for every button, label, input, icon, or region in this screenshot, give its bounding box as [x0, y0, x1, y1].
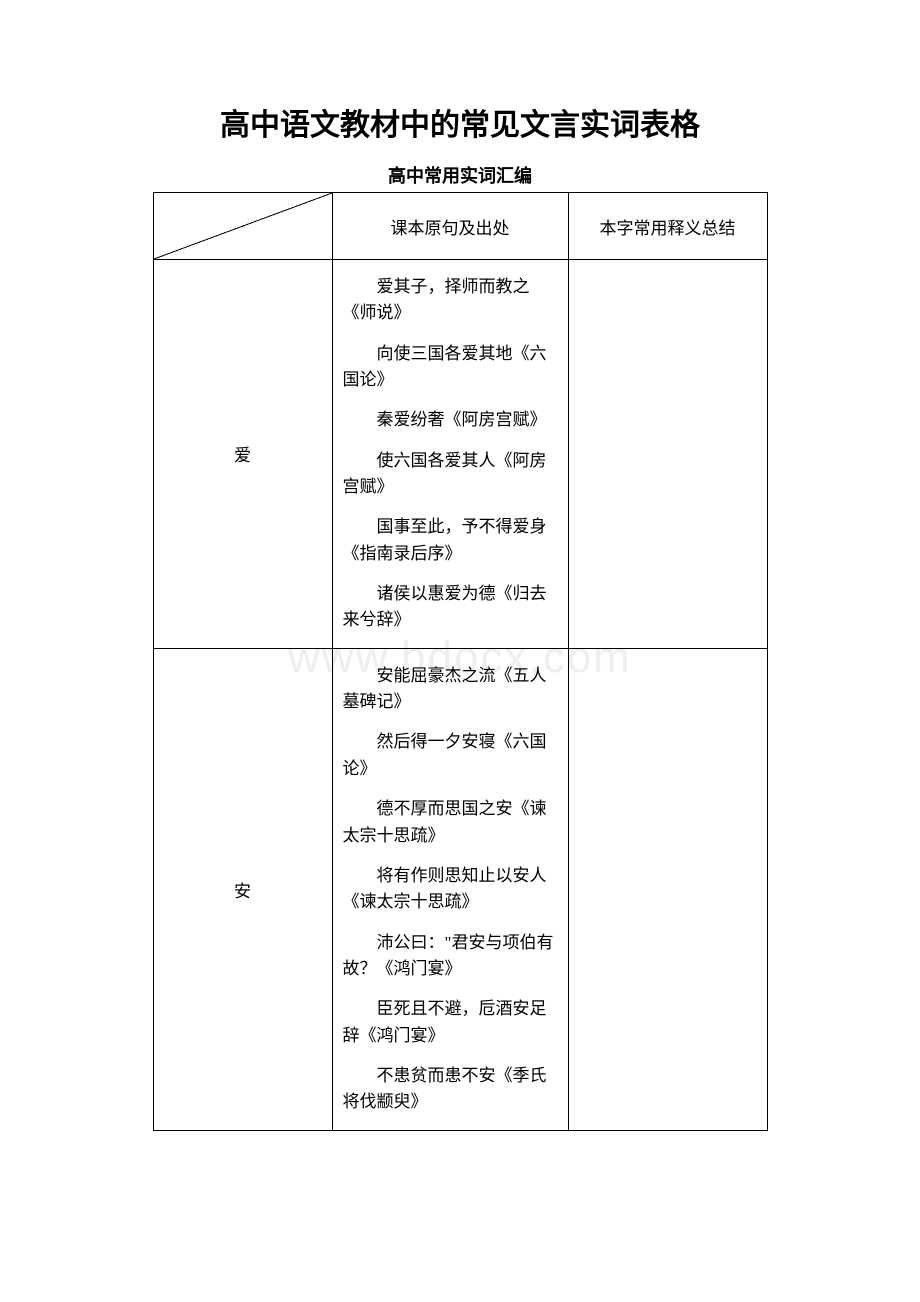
- examples-block: 爱其子，择师而教之《师说》 向使三国各爱其地《六国论》 秦爱纷奢《阿房宫赋》 使…: [333, 260, 568, 648]
- example-item: 国事至此，予不得爱身《指南录后序》: [343, 514, 558, 567]
- example-item: 然后得一夕安寝《六国论》: [343, 729, 558, 782]
- summary-cell: [568, 648, 767, 1130]
- word-cell: 安: [153, 648, 332, 1130]
- table-header-row: 课本原句及出处 本字常用释义总结: [153, 193, 767, 260]
- table-row: 安 安能屈豪杰之流《五人墓碑记》 然后得一夕安寝《六国论》 德不厚而思国之安《谏…: [153, 648, 767, 1130]
- examples-block: 安能屈豪杰之流《五人墓碑记》 然后得一夕安寝《六国论》 德不厚而思国之安《谏太宗…: [333, 649, 568, 1130]
- header-cell-diagonal: [153, 193, 332, 260]
- vocabulary-table: 课本原句及出处 本字常用释义总结 爱 爱其子，择师而教之《师说》 向使三国各爱其…: [153, 192, 768, 1131]
- page-subtitle: 高中常用实词汇编: [115, 162, 805, 188]
- example-item: 将有作则思知止以安人《谏太宗十思疏》: [343, 863, 558, 916]
- example-item: 秦爱纷奢《阿房宫赋》: [343, 407, 558, 433]
- examples-cell: 爱其子，择师而教之《师说》 向使三国各爱其地《六国论》 秦爱纷奢《阿房宫赋》 使…: [332, 260, 568, 649]
- example-item: 爱其子，择师而教之《师说》: [343, 274, 558, 327]
- example-item: 向使三国各爱其地《六国论》: [343, 341, 558, 394]
- header-cell-examples: 课本原句及出处: [332, 193, 568, 260]
- word-cell: 爱: [153, 260, 332, 649]
- page-title: 高中语文教材中的常见文言实词表格: [115, 100, 805, 144]
- diagonal-divider: [154, 193, 332, 259]
- header-cell-summary: 本字常用释义总结: [568, 193, 767, 260]
- table-row: 爱 爱其子，择师而教之《师说》 向使三国各爱其地《六国论》 秦爱纷奢《阿房宫赋》…: [153, 260, 767, 649]
- example-item: 安能屈豪杰之流《五人墓碑记》: [343, 663, 558, 716]
- examples-cell: 安能屈豪杰之流《五人墓碑记》 然后得一夕安寝《六国论》 德不厚而思国之安《谏太宗…: [332, 648, 568, 1130]
- example-item: 德不厚而思国之安《谏太宗十思疏》: [343, 796, 558, 849]
- example-item: 使六国各爱其人《阿房宫赋》: [343, 448, 558, 501]
- example-item: 诸侯以惠爱为德《归去来兮辞》: [343, 581, 558, 634]
- example-item: 不患贫而患不安《季氏将伐颛臾》: [343, 1063, 558, 1116]
- example-item: 沛公曰："君安与项伯有故？《鸿门宴》: [343, 930, 558, 983]
- example-item: 臣死且不避，卮酒安足辞《鸿门宴》: [343, 996, 558, 1049]
- summary-cell: [568, 260, 767, 649]
